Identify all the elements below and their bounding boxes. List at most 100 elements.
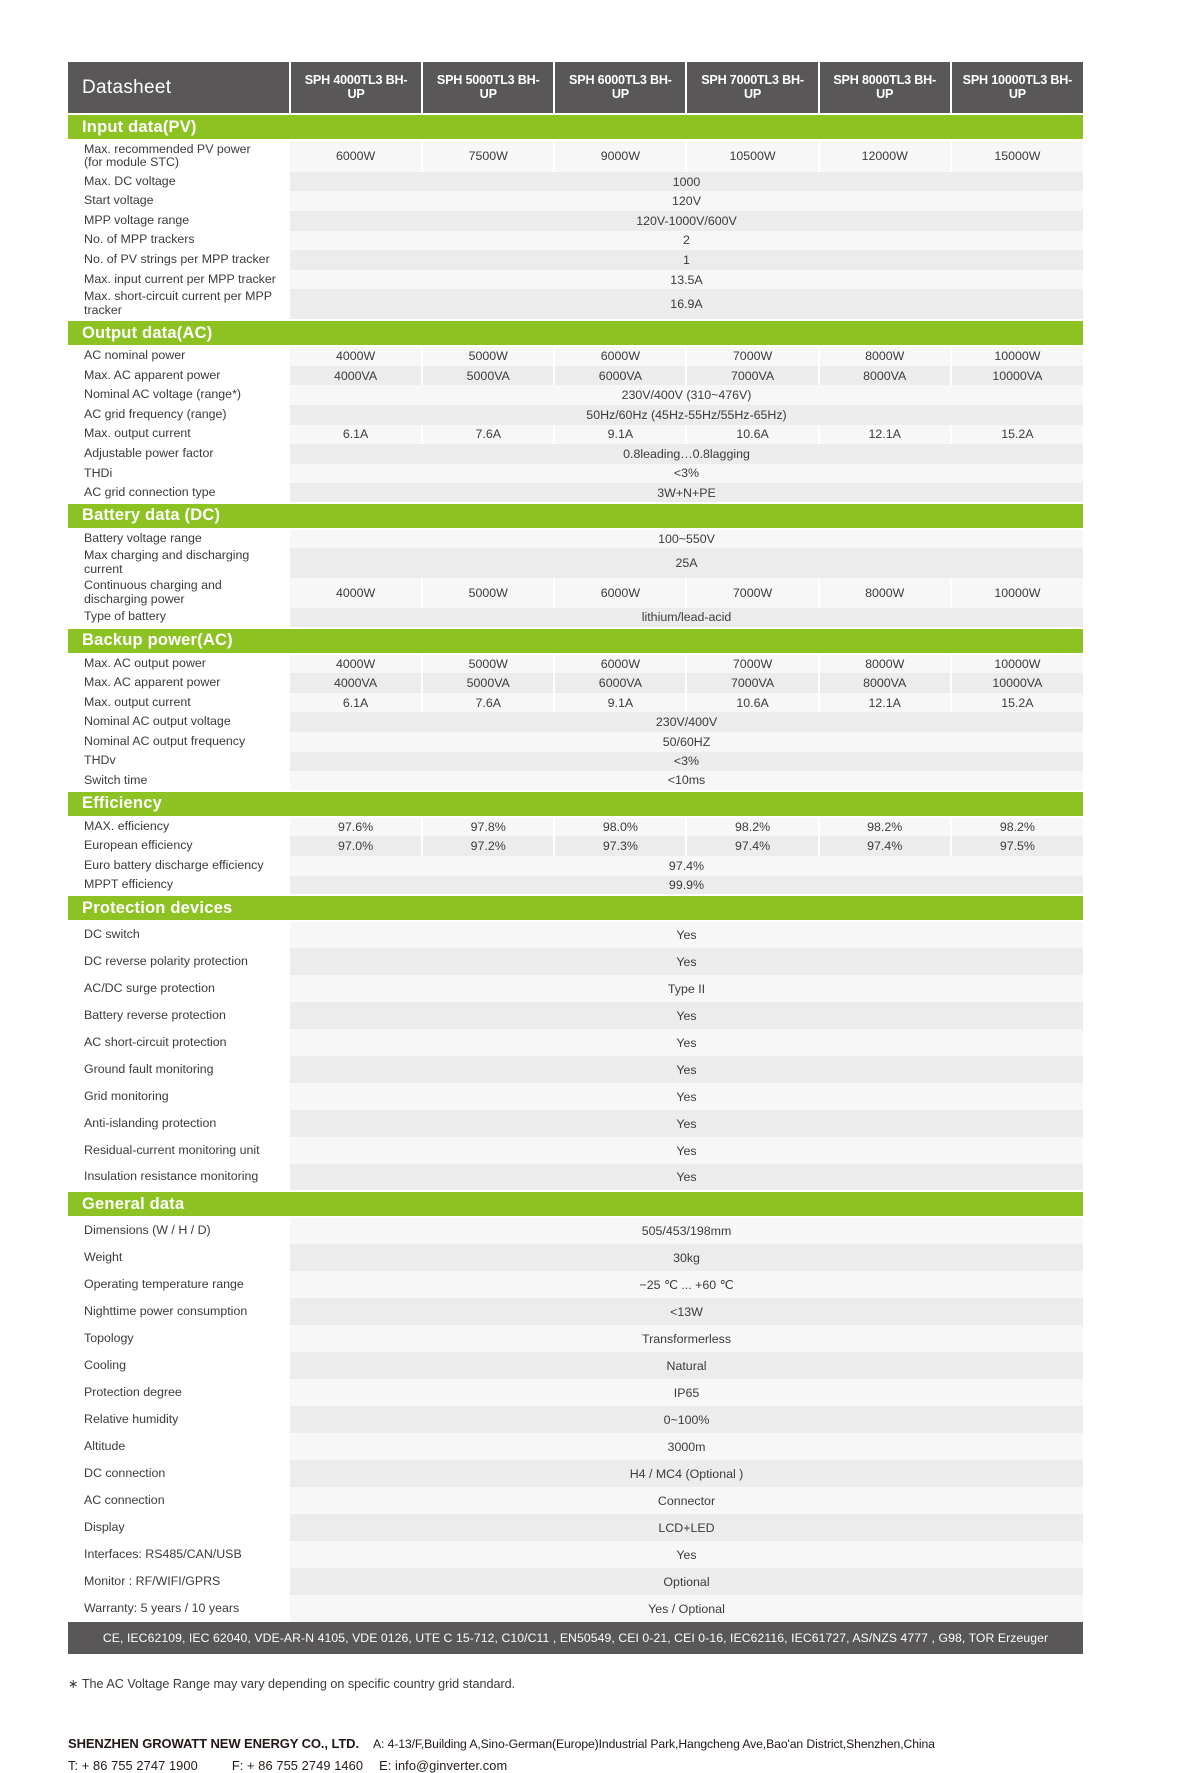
row-label: Relative humidity (68, 1406, 290, 1434)
row-value-merged: 230V/400V (290, 712, 1083, 732)
row-value-merged: Yes (290, 1541, 1083, 1569)
row-label: Weight (68, 1244, 290, 1272)
table-row: Residual-current monitoring unit Yes (68, 1137, 1083, 1165)
row-value-col-5: 12.1A (817, 424, 951, 445)
table-row: DC reverse polarity protection Yes (68, 948, 1083, 976)
row-value-col-6: 10000W (949, 578, 1083, 609)
row-value-col-4: 7000W (685, 346, 819, 366)
row-value-merged: Yes (290, 921, 1083, 949)
row-label: Warranty: 5 years / 10 years (68, 1595, 290, 1623)
table-row: Switch time <10ms (68, 771, 1083, 791)
table-row: Battery reverse protection Yes (68, 1002, 1083, 1030)
table-row: Max. output current 6.1A 7.6A 9.1A 10.6A 12.1… (68, 692, 1083, 713)
table-row: Max. DC voltage 1000 (68, 171, 1083, 192)
table-row: MAX. efficiency 97.6% 97.8% 98.0% 98.2% 98.2%… (68, 816, 1083, 837)
table-row: Type of battery lithium/lead-acid (68, 608, 1083, 628)
row-label: MAX. efficiency (68, 816, 290, 837)
table-row: Dimensions (W / H / D) 505/453/198mm (68, 1217, 1083, 1245)
section-title: Backup power(AC) (68, 626, 1083, 655)
row-value-col-4: 7000VA (685, 673, 819, 693)
row-value-merged: Natural (290, 1352, 1083, 1380)
row-value-col-4: 98.2% (685, 816, 819, 837)
certifications-bar: CE, IEC62109, IEC 62040, VDE-AR-N 4105, … (68, 1622, 1083, 1654)
row-label: Euro battery discharge efficiency (68, 855, 290, 876)
row-value-col-3: 6000VA (553, 365, 687, 386)
row-label: Max. output current (68, 692, 290, 713)
row-label: Battery voltage range (68, 528, 290, 549)
row-value-col-2: 5000W (421, 346, 555, 366)
row-value-col-2: 97.8% (421, 816, 555, 837)
row-value-col-4: 7000VA (685, 365, 819, 386)
table-row: Adjustable power factor 0.8leading…0.8lag… (68, 444, 1083, 464)
row-value-col-2: 5000W (421, 653, 555, 674)
row-label: Display (68, 1514, 290, 1542)
row-label: Altitude (68, 1433, 290, 1461)
row-value-col-2: 5000W (421, 578, 555, 609)
row-value-col-6: 97.5% (949, 836, 1083, 856)
row-value-col-4: 10.6A (685, 692, 819, 713)
row-value-merged: Yes (290, 948, 1083, 976)
page-title: Datasheet (68, 62, 290, 114)
table-row: Protection degree IP65 (68, 1379, 1083, 1407)
row-value-col-3: 6000W (553, 653, 687, 674)
row-label: Insulation resistance monitoring (68, 1164, 290, 1192)
row-value-col-4: 10.6A (685, 424, 819, 445)
row-value-col-2: 7.6A (421, 424, 555, 445)
company-footer: SHENZHEN GROWATT NEW ENERGY CO., LTD. A: … (68, 1736, 935, 1773)
row-value-col-2: 5000VA (421, 673, 555, 693)
row-value-merged: <13W (290, 1298, 1083, 1326)
row-value-col-4: 7000W (685, 578, 819, 609)
row-value-col-3: 98.0% (553, 816, 687, 837)
row-label: European efficiency (68, 836, 290, 856)
row-value-merged: Yes (290, 1083, 1083, 1111)
row-value-col-5: 8000W (817, 653, 951, 674)
column-header-model-4: SPH 7000TL3 BH-UP (685, 62, 819, 114)
table-row: No. of PV strings per MPP tracker 1 (68, 250, 1083, 270)
row-label: Max. output current (68, 424, 290, 445)
row-label: THDi (68, 463, 290, 484)
row-value-merged: 100~550V (290, 528, 1083, 549)
row-value-merged: Yes (290, 1029, 1083, 1057)
row-value-col-3: 97.3% (553, 836, 687, 856)
table-row: Weight 30kg (68, 1244, 1083, 1272)
section-header: Protection devices (68, 894, 1083, 923)
row-label: DC connection (68, 1460, 290, 1488)
row-value-col-5: 8000VA (817, 673, 951, 693)
table-row: MPP voltage range 120V-1000V/600V (68, 210, 1083, 231)
row-value-merged: 13.5A (290, 269, 1083, 290)
table-row: Max. output current 6.1A 7.6A 9.1A 10.6A 12.1… (68, 424, 1083, 445)
row-value-merged: 0~100% (290, 1406, 1083, 1434)
row-value-merged: <3% (290, 463, 1083, 484)
row-value-col-6: 98.2% (949, 816, 1083, 837)
row-label: Adjustable power factor (68, 444, 290, 464)
table-row: No. of MPP trackers 2 (68, 230, 1083, 251)
row-value-col-1: 4000W (290, 578, 423, 609)
row-label: Nominal AC output frequency (68, 732, 290, 752)
row-value-col-2: 7.6A (421, 692, 555, 713)
row-label: Nominal AC output voltage (68, 712, 290, 732)
row-value-col-5: 12000W (817, 140, 951, 172)
table-row: THDv <3% (68, 751, 1083, 772)
section-header: Battery data (DC) (68, 501, 1083, 530)
row-value-merged: Transformerless (290, 1325, 1083, 1353)
section-title: Efficiency (68, 789, 1083, 818)
table-row: Insulation resistance monitoring Yes (68, 1164, 1083, 1192)
column-header-model-3: SPH 6000TL3 BH-UP (553, 62, 687, 114)
row-value-merged: 50Hz/60Hz (45Hz-55Hz/55Hz-65Hz) (290, 404, 1083, 425)
row-label: Monitor : RF/WIFI/GPRS (68, 1568, 290, 1596)
section-header: Input data(PV) (68, 113, 1083, 141)
row-label: Switch time (68, 771, 290, 791)
footnote: ∗ The AC Voltage Range may vary dependin… (68, 1677, 516, 1691)
row-label: Battery reverse protection (68, 1002, 290, 1030)
row-label: Max. AC output power (68, 653, 290, 674)
table-row: Nominal AC output frequency 50/60HZ (68, 732, 1083, 752)
column-header-model-6: SPH 10000TL3 BH-UP (949, 62, 1083, 114)
row-label: Nighttime power consumption (68, 1298, 290, 1326)
company-email: E: info@ginverter.com (379, 1758, 508, 1773)
row-label: Nominal AC voltage (range*) (68, 385, 290, 405)
row-value-merged: Yes (290, 1110, 1083, 1138)
row-value-merged: <3% (290, 751, 1083, 772)
row-value-merged: 0.8leading…0.8lagging (290, 444, 1083, 464)
table-row: MPPT efficiency 99.9% (68, 875, 1083, 896)
row-value-col-1: 97.0% (290, 836, 423, 856)
